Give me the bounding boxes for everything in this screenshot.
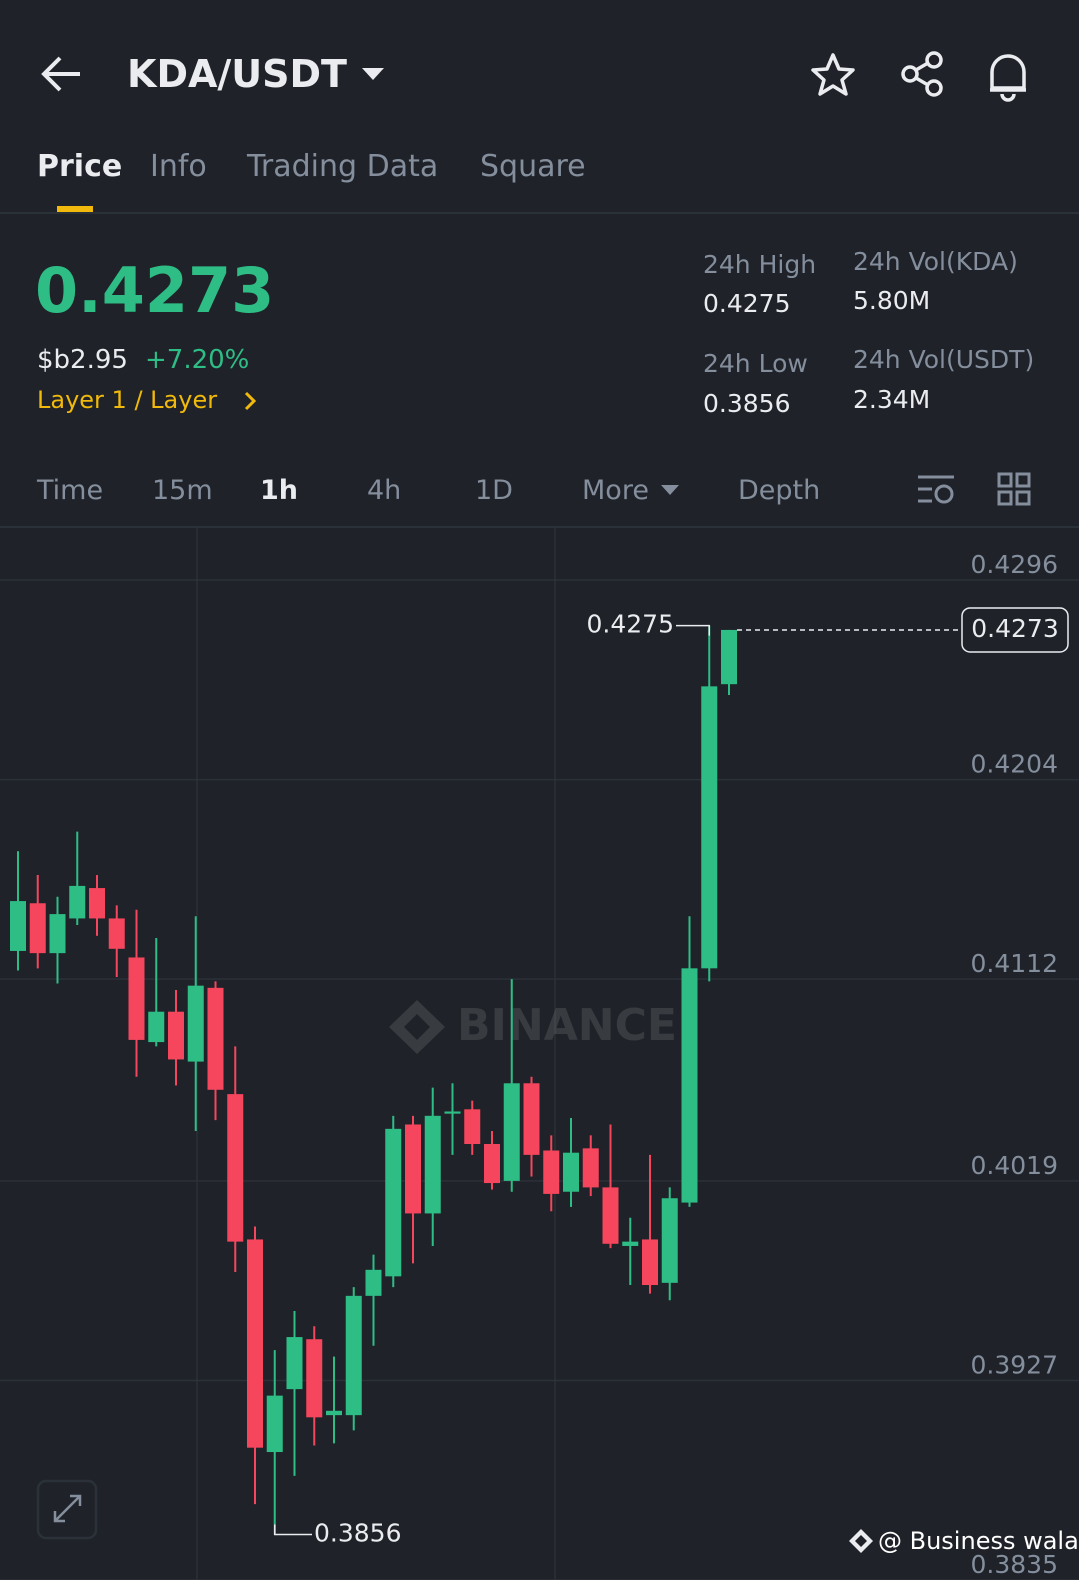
star-icon[interactable] (811, 53, 855, 96)
candle-body (563, 1152, 579, 1192)
candle-body (207, 987, 224, 1090)
pair-title[interactable]: KDA/USDT (127, 52, 347, 96)
stat-label: 24h Vol(KDA) (853, 247, 1018, 276)
candle-body (385, 1128, 402, 1277)
y-tick-label: 0.4112 (971, 949, 1058, 978)
candle-body (622, 1241, 639, 1246)
candle-body (701, 686, 718, 969)
candle-body (543, 1150, 560, 1194)
more-dropdown[interactable] (661, 485, 679, 495)
candle-body (405, 1124, 421, 1214)
tab-indicator (57, 206, 93, 212)
interval[interactable]: 1h (260, 475, 299, 506)
tab[interactable]: Trading Data (247, 149, 439, 184)
candle-body (266, 1395, 283, 1453)
interval[interactable]: 4h (367, 475, 402, 506)
credit-text: @ Business wala (878, 1527, 1079, 1555)
interval[interactable]: 15m (152, 475, 213, 506)
y-tick-label: 0.3835 (971, 1550, 1058, 1579)
credit: @ Business wala (849, 1527, 1079, 1555)
stat-value: 0.3856 (703, 389, 791, 418)
candle-body (582, 1148, 599, 1188)
candle-chart: BINANCE 0.4296 0.4204 0.4112 0.4019 0.3927 0.… (0, 528, 1079, 1580)
candle-body (681, 968, 698, 1203)
last-price: 0.4273 (35, 254, 275, 327)
candle-body (642, 1239, 658, 1286)
stat-label: 24h Vol(USDT) (853, 345, 1035, 374)
watermark-text: BINANCE (457, 1000, 677, 1051)
interval[interactable]: More (582, 475, 649, 506)
last-price-box (961, 607, 1069, 653)
candle-body (602, 1187, 619, 1244)
candle-body (148, 1011, 165, 1043)
candle-body (464, 1109, 481, 1145)
high-leader (676, 624, 710, 636)
expand-icon[interactable] (36, 1479, 98, 1540)
candle-body (128, 957, 145, 1040)
low-label: 0.3856 (314, 1518, 401, 1547)
interval[interactable]: 1D (475, 475, 513, 506)
interval[interactable]: Time (37, 475, 104, 506)
candle-body (345, 1295, 362, 1416)
candle-body (721, 629, 737, 685)
pair-dropdown[interactable] (362, 68, 384, 80)
candle-body (306, 1339, 323, 1418)
candle-body (10, 901, 26, 951)
candle-body (247, 1239, 263, 1448)
candle-body (69, 885, 86, 919)
y-tick-label: 0.4204 (971, 750, 1058, 779)
candle-body (326, 1410, 342, 1416)
stat-value: 0.4275 (703, 289, 791, 318)
candle-body (661, 1198, 678, 1283)
candle-body (108, 918, 125, 949)
candle-body (29, 903, 46, 954)
low-leader (274, 1524, 312, 1536)
y-tick-label: 0.4019 (971, 1151, 1058, 1180)
tag-chevron[interactable] (244, 391, 257, 411)
layout-icon[interactable] (997, 472, 1031, 506)
candle-body (484, 1144, 500, 1184)
stat-value: 2.34M (853, 385, 931, 414)
fiat-price: $b2.95 (37, 345, 128, 375)
back-icon[interactable] (41, 56, 80, 92)
header-icons (0, 51, 1079, 528)
candle-body (503, 1083, 520, 1181)
candle-body (365, 1269, 382, 1296)
tab[interactable]: Info (150, 149, 207, 184)
candle-body (187, 985, 204, 1062)
candle-body (168, 1011, 184, 1060)
share-icon[interactable] (901, 51, 943, 97)
watermark: BINANCE (389, 1000, 677, 1054)
candle-body (89, 888, 105, 919)
stat-label: 24h Low (703, 349, 808, 378)
candle-body (49, 914, 66, 954)
tab[interactable]: Square (480, 149, 586, 184)
change: +7.20% (145, 345, 250, 375)
candle-body (523, 1083, 540, 1155)
y-tick-label: 0.4296 (971, 550, 1058, 579)
last-price-label: 0.4273 (971, 614, 1058, 643)
stat-label: 24h High (703, 250, 817, 279)
candle-body (424, 1115, 441, 1214)
candle-body (286, 1337, 303, 1390)
tag[interactable]: Layer 1 / Layer (37, 386, 218, 414)
credit-logo (849, 1529, 873, 1553)
candle-body (444, 1111, 461, 1114)
y-tick-label: 0.3927 (971, 1350, 1058, 1379)
stat-value: 5.80M (853, 286, 931, 315)
candle-body (227, 1094, 244, 1242)
bell-icon[interactable] (990, 54, 1026, 102)
indicator-icon[interactable] (918, 475, 954, 504)
high-label: 0.4275 (587, 610, 674, 639)
interval[interactable]: Depth (738, 475, 821, 506)
tab[interactable]: Price (37, 149, 123, 184)
